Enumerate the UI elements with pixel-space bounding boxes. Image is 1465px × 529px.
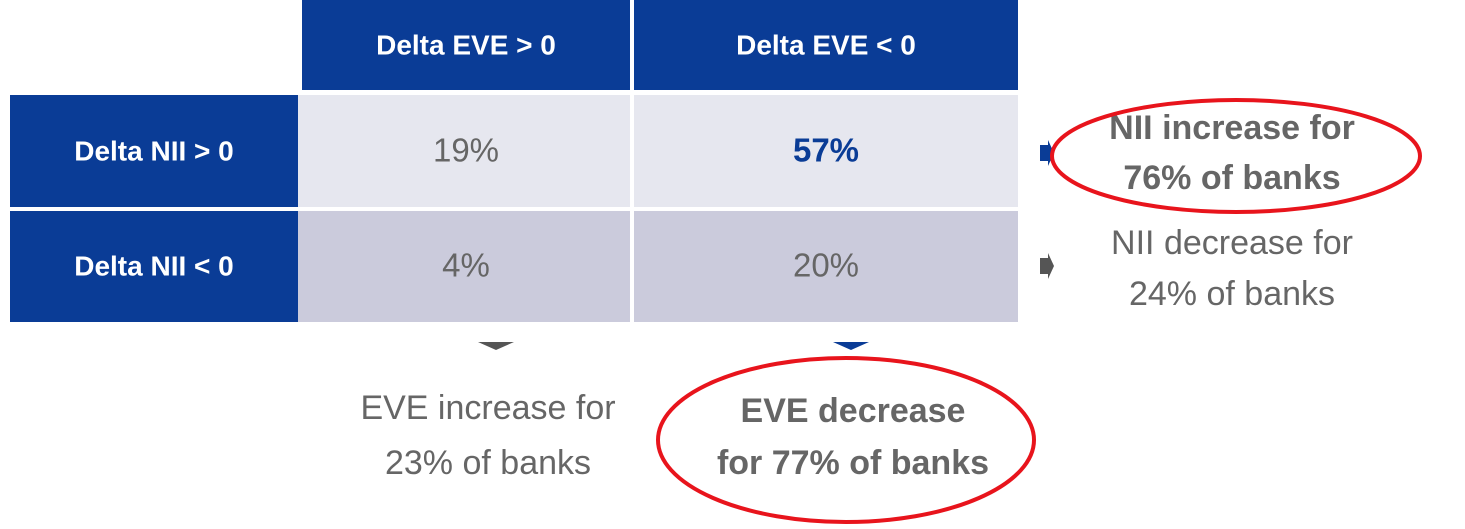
highlight-ellipse: [656, 356, 1036, 524]
summary-text: NII increase for: [1109, 109, 1355, 147]
column-header: Delta EVE > 0: [376, 29, 556, 60]
cell: 57%: [793, 132, 859, 169]
row-bg: [298, 95, 1018, 207]
summary-text: 76% of banks: [1123, 159, 1340, 197]
row-header-cell: [10, 95, 298, 207]
header-cell: [302, 0, 630, 90]
highlight-ellipse: [1050, 98, 1422, 214]
header-cell: [634, 0, 1018, 90]
cell: 19%: [433, 132, 499, 169]
summary-text: 24% of banks: [1129, 275, 1335, 313]
row-bg: [298, 211, 1018, 322]
summary-text: EVE increase for: [360, 389, 615, 427]
row-header: Delta NII < 0: [74, 250, 234, 281]
arrow: [1040, 253, 1054, 279]
row-header: Delta NII > 0: [74, 135, 234, 166]
arrow: [478, 342, 514, 350]
arrow: [833, 342, 869, 350]
column-header: Delta EVE < 0: [736, 29, 916, 60]
cell: 4%: [442, 247, 490, 284]
summary-text: 23% of banks: [385, 444, 591, 482]
summary-text: NII decrease for: [1111, 224, 1353, 262]
row-header-cell: [10, 211, 298, 322]
summary-text: for 77% of banks: [717, 444, 989, 482]
summary-text: EVE decrease: [741, 392, 966, 430]
cell: 20%: [793, 247, 859, 284]
